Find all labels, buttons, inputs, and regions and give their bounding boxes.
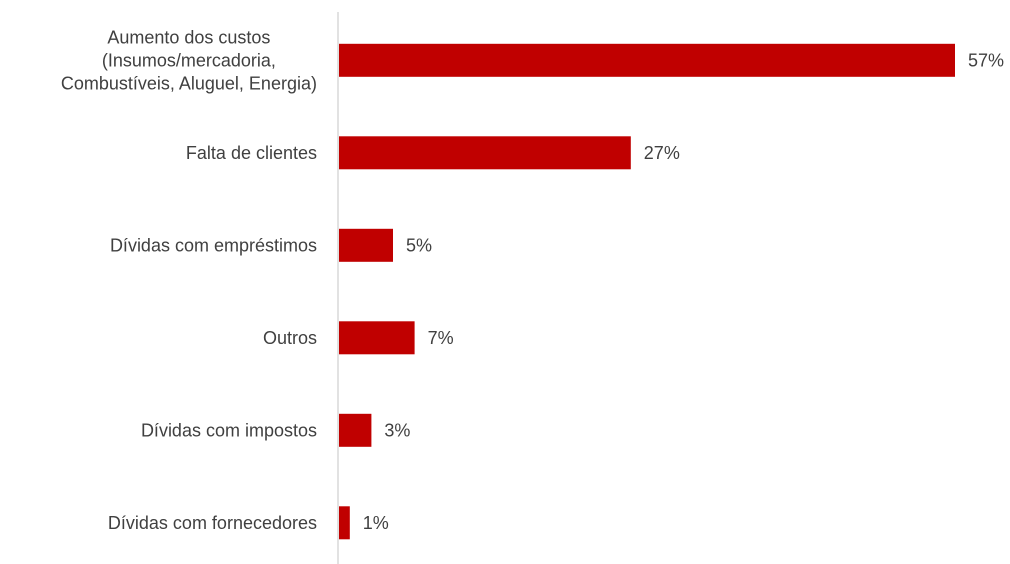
bar-3 bbox=[339, 321, 415, 355]
category-label-line: Dívidas com fornecedores bbox=[108, 513, 317, 533]
value-label-0: 57% bbox=[968, 50, 1004, 70]
value-label-4: 3% bbox=[384, 420, 410, 440]
bar-4 bbox=[339, 413, 372, 447]
category-label-4: Dívidas com impostos bbox=[141, 420, 317, 440]
bars-layer bbox=[339, 43, 955, 540]
bar-2 bbox=[339, 228, 393, 262]
value-label-5: 1% bbox=[363, 513, 389, 533]
value-label-3: 7% bbox=[428, 328, 454, 348]
category-label-2: Dívidas com empréstimos bbox=[110, 235, 317, 255]
category-label-line: Outros bbox=[263, 328, 317, 348]
bar-5 bbox=[339, 506, 350, 540]
value-label-2: 5% bbox=[406, 235, 432, 255]
category-label-line: Dívidas com empréstimos bbox=[110, 235, 317, 255]
category-label-line: Falta de clientes bbox=[186, 143, 317, 163]
category-label-line: (Insumos/mercadoria, bbox=[102, 50, 276, 70]
category-label-line: Combustíveis, Aluguel, Energia) bbox=[61, 73, 317, 93]
category-label-line: Aumento dos custos bbox=[107, 27, 270, 47]
bar-0 bbox=[339, 43, 955, 77]
category-label-0: Aumento dos custos (Insumos/mercadoria, Co… bbox=[61, 27, 317, 93]
category-label-3: Outros bbox=[263, 328, 317, 348]
category-label-line: Dívidas com impostos bbox=[141, 420, 317, 440]
value-label-1: 27% bbox=[644, 143, 680, 163]
labels-layer: 57% Aumento dos custos (Insumos/mercadoria… bbox=[61, 27, 1004, 533]
category-label-5: Dívidas com fornecedores bbox=[108, 513, 317, 533]
category-label-1: Falta de clientes bbox=[186, 143, 317, 163]
bar-1 bbox=[339, 136, 631, 170]
